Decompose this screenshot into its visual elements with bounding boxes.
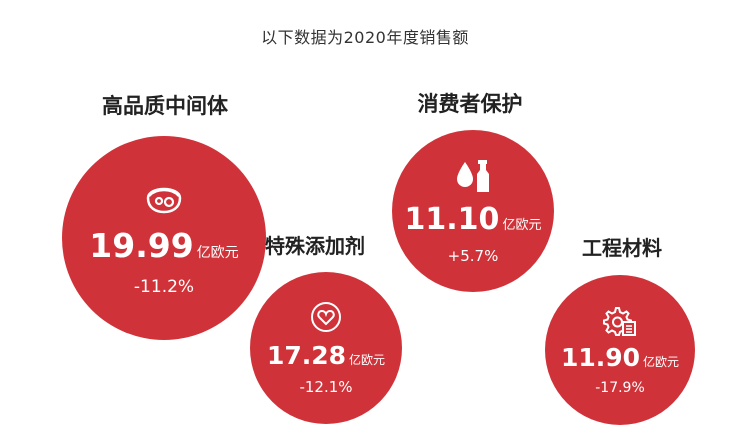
segment-title-additives: 特殊添加剂 xyxy=(265,234,365,258)
segment-title-intermediates: 高品质中间体 xyxy=(102,94,228,118)
gear-document-icon xyxy=(602,305,638,337)
bubble-additives: 17.28 亿欧元 -12.1% xyxy=(250,272,402,424)
sales-change: -17.9% xyxy=(595,379,645,396)
sales-unit: 亿欧元 xyxy=(643,354,680,369)
segment-title-engineering-materials: 工程材料 xyxy=(582,236,662,260)
bubble-consumer-protection: 11.10 亿欧元 +5.7% xyxy=(392,130,554,292)
sales-value: 11.10 xyxy=(404,201,500,237)
sales-change: +5.7% xyxy=(447,246,499,265)
bubble-engineering-materials: 11.90 亿欧元 -17.9% xyxy=(545,275,695,425)
sales-change: -12.1% xyxy=(299,377,353,396)
sales-value: 19.99 xyxy=(89,225,194,265)
face-mask-icon xyxy=(144,180,184,214)
segment-title-consumer-protection: 消费者保护 xyxy=(417,92,523,116)
drop-bottle-icon xyxy=(453,158,493,194)
heart-icon xyxy=(310,301,342,333)
sales-value: 17.28 xyxy=(266,340,347,370)
sales-unit: 亿欧元 xyxy=(349,352,386,367)
sales-unit: 亿欧元 xyxy=(196,244,239,261)
sales-change: -11.2% xyxy=(133,276,195,297)
sales-unit: 亿欧元 xyxy=(502,217,542,233)
subtitle: 以下数据为2020年度销售额 xyxy=(261,28,469,47)
bubble-intermediates: 19.99 亿欧元 -11.2% xyxy=(62,136,266,340)
sales-value: 11.90 xyxy=(560,342,641,372)
